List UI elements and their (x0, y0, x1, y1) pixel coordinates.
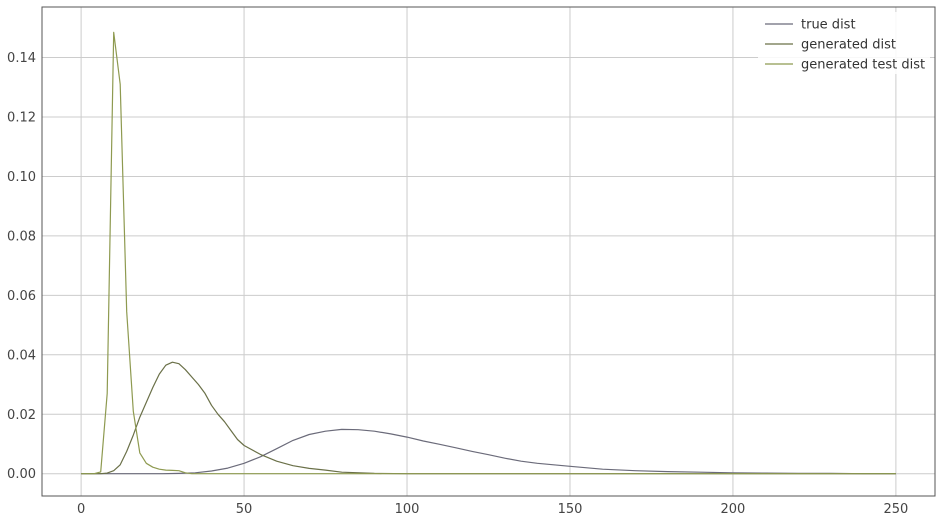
grid (42, 7, 935, 496)
x-tick-label: 250 (883, 502, 908, 517)
y-tick-label: 0.14 (7, 51, 36, 66)
legend-label: generated dist (801, 38, 896, 53)
y-tick-label: 0.00 (7, 467, 36, 482)
x-tick-labels: 0 50 100 150 200 250 (77, 502, 908, 517)
x-tick-label: 100 (395, 502, 420, 517)
y-tick-label: 0.02 (7, 408, 36, 423)
series-line-3 (81, 31, 896, 475)
y-tick-label: 0.08 (7, 229, 36, 244)
legend-label: true dist (801, 18, 856, 33)
x-tick-label: 50 (236, 502, 253, 517)
y-tick-label: 0.04 (7, 348, 36, 363)
legend: true dist generated dist generated test di… (758, 12, 930, 74)
series-lines (81, 31, 896, 475)
x-tick-label: 0 (77, 502, 85, 517)
y-tick-label: 0.10 (7, 170, 36, 185)
y-tick-label: 0.06 (7, 289, 36, 304)
y-tick-labels: 0.00 0.02 0.04 0.06 0.08 0.10 0.12 0.14 (7, 51, 36, 482)
legend-label: generated test dist (801, 58, 925, 73)
y-tick-label: 0.12 (7, 110, 36, 125)
series-line-1 (81, 428, 896, 475)
plot-frame (41, 6, 936, 497)
x-tick-label: 150 (558, 502, 583, 517)
series-line-2 (81, 361, 896, 475)
x-tick-label: 200 (721, 502, 746, 517)
